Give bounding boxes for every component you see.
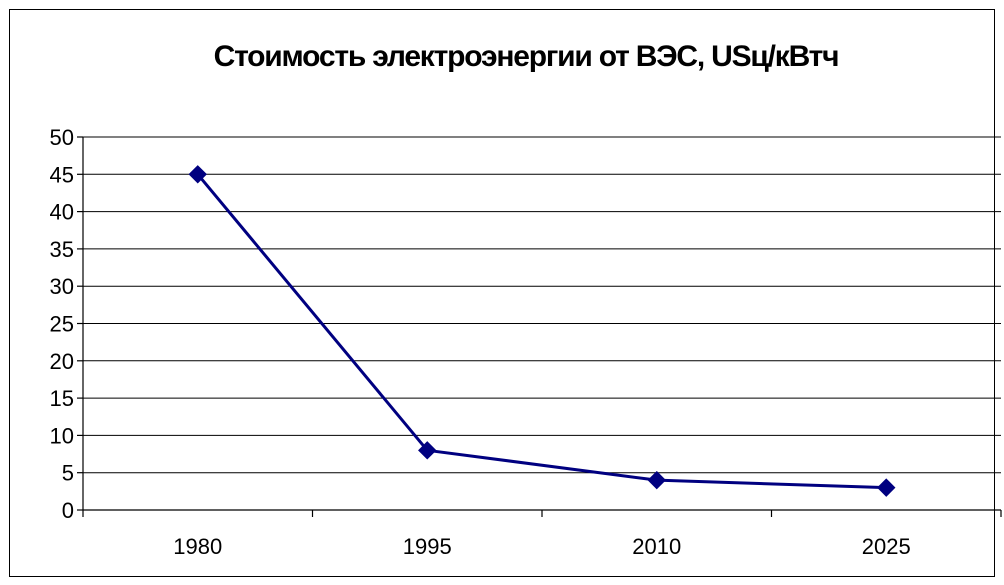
x-axis-ticks: 1980 1995 2010 2025: [82, 510, 1002, 559]
y-tick-label-30: 30: [50, 274, 74, 299]
gridlines: [83, 136, 1001, 474]
series-group: [188, 165, 896, 497]
y-tick-label-20: 20: [50, 349, 74, 374]
y-tick-label-15: 15: [50, 386, 74, 411]
y-tick-label-10: 10: [50, 423, 74, 448]
x-tick-label-2025: 2025: [862, 534, 911, 559]
data-point-2025: [877, 478, 896, 497]
x-tick-label-2010: 2010: [632, 534, 681, 559]
data-point-1980: [188, 165, 207, 184]
series-line-0: [196, 173, 887, 490]
chart-title: Стоимость электроэнергии от ВЭС, USц/кВт…: [214, 40, 839, 73]
x-tick-label-1980: 1980: [173, 534, 222, 559]
data-point-2010: [647, 470, 666, 490]
y-tick-label-45: 45: [50, 162, 74, 187]
chart-frame: [9, 9, 995, 577]
y-axis-ticks: 0 5 10 15 20 25 30 35 40 45 50: [50, 125, 83, 523]
y-tick-label-0: 0: [62, 498, 74, 523]
y-tick-label-50: 50: [50, 125, 74, 150]
y-tick-label-5: 5: [62, 461, 74, 486]
y-tick-label-40: 40: [50, 200, 74, 225]
y-tick-label-35: 35: [50, 237, 74, 262]
x-tick-label-1995: 1995: [403, 534, 452, 559]
y-tick-label-25: 25: [50, 312, 74, 337]
data-point-1995: [418, 441, 437, 460]
